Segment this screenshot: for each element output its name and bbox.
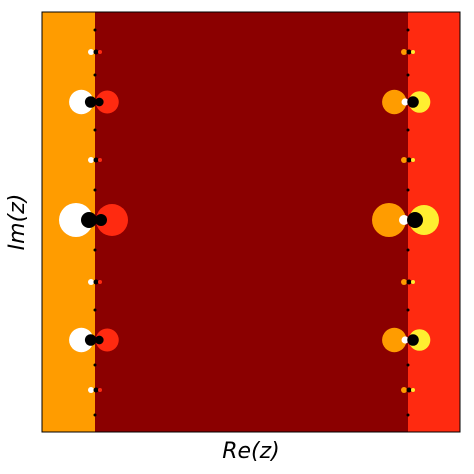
fractal-bulb bbox=[406, 128, 410, 132]
fractal-bulb bbox=[382, 327, 407, 353]
fractal-bulb bbox=[399, 215, 409, 225]
fractal-bulb bbox=[81, 212, 97, 228]
fractal-bulb bbox=[93, 188, 97, 192]
fractal-bulb bbox=[98, 280, 102, 284]
fractal-bulb bbox=[93, 363, 97, 367]
plot-frame bbox=[41, 11, 461, 433]
fractal-bulb bbox=[401, 49, 407, 55]
fractal-bulb bbox=[93, 73, 97, 77]
fractal-bulb bbox=[407, 212, 423, 228]
fractal-bulb bbox=[406, 387, 412, 393]
fractal-bulb bbox=[88, 49, 94, 55]
x-axis-label: Re(z) bbox=[222, 439, 280, 464]
fractal-bulb bbox=[95, 214, 107, 226]
fractal-bulb bbox=[401, 157, 407, 163]
fractal-bulb bbox=[406, 49, 412, 55]
fractal-bulb bbox=[96, 204, 128, 236]
fractal-bulb bbox=[406, 248, 410, 252]
fractal-bulb bbox=[95, 335, 104, 345]
fractal-bulb bbox=[95, 328, 119, 352]
fractal-bulb bbox=[93, 413, 97, 417]
fractal-bulb bbox=[98, 158, 102, 162]
basin-center bbox=[95, 12, 408, 432]
fractal-bulb bbox=[98, 388, 102, 392]
fractal-bulb bbox=[93, 308, 97, 312]
fractal-bulb bbox=[382, 89, 407, 115]
fractal-bulb bbox=[406, 363, 410, 367]
fractal-bulb bbox=[411, 50, 415, 54]
fractal-bulb bbox=[69, 327, 94, 353]
fractal-bulb bbox=[84, 96, 97, 108]
fractal-bulb bbox=[93, 49, 99, 55]
fractal-bulb bbox=[406, 188, 410, 192]
fractal-bulb bbox=[406, 157, 412, 163]
fractal-bulb bbox=[406, 308, 410, 312]
fractal-bulb bbox=[88, 387, 94, 393]
fractal-bulb bbox=[98, 50, 102, 54]
fractal-bulb bbox=[69, 89, 94, 115]
fractal-image bbox=[42, 12, 460, 432]
fractal-bulb bbox=[406, 28, 410, 32]
fractal-bulb bbox=[84, 334, 97, 346]
fractal-bulb bbox=[88, 157, 94, 163]
fractal-bulb bbox=[401, 98, 409, 106]
fractal-bulb bbox=[88, 279, 94, 285]
fractal-bulb bbox=[401, 336, 409, 344]
fractal-bulb bbox=[411, 388, 415, 392]
fractal-bulb bbox=[406, 73, 410, 77]
fractal-bulb bbox=[93, 157, 99, 163]
fractal-bulb bbox=[93, 248, 97, 252]
fractal-bulb bbox=[401, 387, 407, 393]
fractal-bulb bbox=[95, 90, 119, 114]
fractal-bulb bbox=[411, 158, 415, 162]
fractal-bulb bbox=[407, 334, 419, 346]
fractal-bulb bbox=[407, 96, 419, 108]
fractal-bulb bbox=[406, 413, 410, 417]
fractal-bulb bbox=[93, 128, 97, 132]
fractal-bulb bbox=[372, 203, 406, 237]
fractal-bulb bbox=[95, 97, 104, 107]
fractal-bulb bbox=[93, 279, 99, 285]
fractal-bulb bbox=[406, 279, 412, 285]
fractal-bulb bbox=[93, 387, 99, 393]
fractal-bulb bbox=[411, 280, 415, 284]
fractal-bulb bbox=[93, 28, 97, 32]
fractal-bulb bbox=[59, 203, 93, 237]
fractal-bulb bbox=[401, 279, 407, 285]
y-axis-label: Im(z) bbox=[5, 194, 30, 251]
